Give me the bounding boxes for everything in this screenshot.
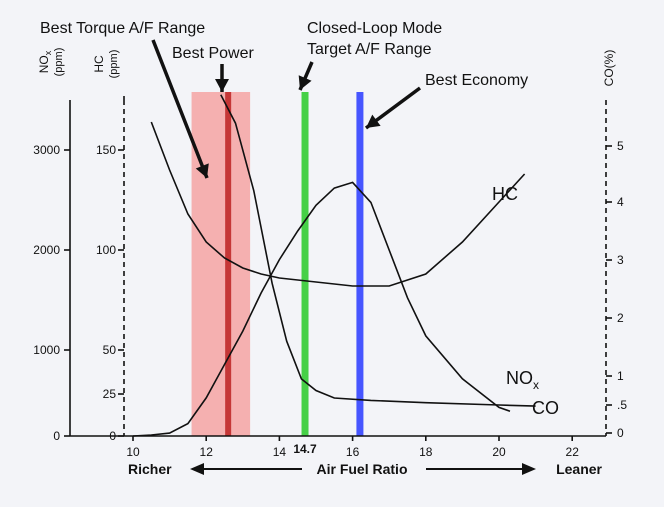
series-co-line [220, 94, 536, 407]
series-hc-line [150, 121, 526, 287]
co-tick-label: 3 [617, 253, 624, 267]
series-nox-line [132, 181, 511, 437]
hc-tick-label: 150 [96, 143, 116, 157]
closed-loop-arrow-head [298, 75, 312, 90]
co-tick-label: 5 [617, 139, 624, 153]
nox-tick-label: 0 [53, 429, 60, 443]
best-power-bar [225, 92, 232, 436]
economy-arrow-head [366, 114, 381, 128]
hc-tick-label: 25 [103, 387, 117, 401]
closed-loop-bar [301, 92, 309, 436]
x-tick-label: 22 [566, 445, 580, 459]
co-tick-label: 0 [617, 426, 624, 440]
co-axis-title: CO(%) [602, 50, 616, 87]
hc-tick-label: 50 [103, 343, 117, 357]
annotation-closed-loop-line1: Closed-Loop Mode [307, 20, 442, 37]
best-economy-bar [356, 92, 364, 436]
nox-axis-title: NOx [37, 50, 53, 73]
annotation-best-torque: Best Torque A/F Range [40, 20, 205, 37]
x-right-label: Leaner [556, 461, 602, 477]
hc-axis-unit: (ppm) [108, 50, 120, 79]
x-tick-label: 20 [492, 445, 506, 459]
x-tick-label: 12 [200, 445, 214, 459]
richer-arrow-head [190, 463, 204, 475]
torque-arrow-head [195, 163, 209, 178]
x-tick-label: 14 [273, 445, 287, 459]
x-tick-label: 16 [346, 445, 360, 459]
co-tick-label: 4 [617, 195, 624, 209]
x-tick-label: 18 [419, 445, 433, 459]
annotation-closed-loop-line2: Target A/F Range [307, 41, 432, 58]
power-arrow-head [215, 79, 229, 92]
nox-tick-label: 3000 [33, 143, 60, 157]
co-series-label: CO [532, 398, 559, 418]
torque-arrow-shaft [151, 39, 209, 179]
hc-axis-title: HC [92, 55, 106, 73]
best-torque-range-band [191, 92, 251, 436]
x-axis-title: Air Fuel Ratio [316, 461, 407, 477]
co-tick-label: .5 [617, 398, 627, 412]
x-tick-label-14-7: 14.7 [293, 442, 317, 456]
co-tick-label: 1 [617, 369, 624, 383]
annotation-best-power: Best Power [172, 45, 254, 62]
hc-tick-label: 100 [96, 243, 116, 257]
hc-series-label: HC [492, 184, 518, 204]
co-tick-label: 2 [617, 311, 624, 325]
hc-tick-label: 0 [109, 429, 116, 443]
x-tick-label: 10 [126, 445, 140, 459]
nox-series-label: NOx [506, 368, 539, 392]
x-left-label: Richer [128, 461, 172, 477]
leaner-arrow-head [522, 463, 536, 475]
nox-tick-label: 2000 [33, 243, 60, 257]
nox-axis-unit: (ppm) [53, 48, 65, 77]
nox-tick-label: 1000 [33, 343, 60, 357]
annotation-best-economy: Best Economy [425, 72, 528, 89]
